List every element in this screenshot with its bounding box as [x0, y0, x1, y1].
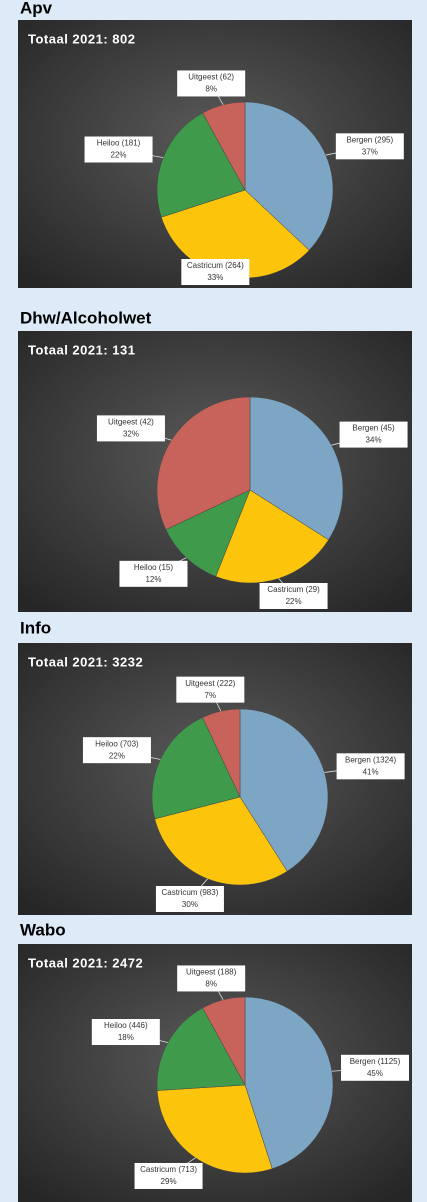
- pie-slice: [202, 708, 241, 798]
- slice-label: Uitgeest (188): [186, 968, 237, 977]
- slice-label: Heiloo (703): [95, 739, 139, 748]
- label-box: [82, 737, 151, 764]
- slice-label: Uitgeest (222): [185, 679, 236, 688]
- slice-label: Castricum (713): [140, 1165, 197, 1174]
- pie-slice: [154, 796, 288, 886]
- slice-label: Heiloo (446): [104, 1021, 148, 1030]
- label-box: [339, 421, 408, 448]
- pie-slice: [215, 489, 329, 584]
- chart-subtitle: Totaal 2021: 3232: [28, 654, 143, 669]
- slice-value-label: 33%: [207, 273, 223, 282]
- label-box: [84, 136, 153, 163]
- label-box: [336, 753, 405, 780]
- slice-value-label: 12%: [145, 575, 161, 584]
- slice-label: Bergen (295): [346, 135, 393, 144]
- slice-value-label: 34%: [366, 436, 382, 445]
- slice-label: Uitgeest (42): [108, 417, 154, 426]
- pie-slice: [244, 996, 334, 1170]
- chart-subtitle: Totaal 2021: 2472: [28, 955, 143, 970]
- slice-label: Uitgeest (62): [188, 73, 234, 82]
- label-box: [176, 676, 245, 703]
- slice-label: Castricum (29): [267, 585, 320, 594]
- slice-value-label: 37%: [362, 147, 378, 156]
- slice-value-label: 8%: [205, 980, 217, 989]
- label-box: [96, 415, 165, 442]
- pie-slice: [239, 708, 329, 872]
- slice-label: Bergen (45): [352, 424, 395, 433]
- pie-slice: [156, 1007, 246, 1091]
- label-box: [177, 965, 246, 992]
- slice-value-label: 32%: [123, 429, 139, 438]
- slice-label: Bergen (1125): [350, 1057, 401, 1066]
- pie-slice: [202, 996, 246, 1086]
- slice-value-label: 7%: [205, 691, 217, 700]
- section-title: Wabo: [20, 920, 66, 939]
- slice-value-label: 29%: [161, 1177, 177, 1186]
- slice-label: Bergen (1324): [345, 755, 396, 764]
- pie-slice: [249, 396, 344, 541]
- slice-label: Heiloo (15): [134, 563, 173, 572]
- section-title: Apv: [20, 0, 53, 17]
- label-box: [119, 560, 188, 587]
- slice-value-label: 41%: [363, 767, 379, 776]
- chart-subtitle: Totaal 2021: 131: [28, 342, 135, 357]
- pie-slice: [156, 396, 251, 530]
- slice-value-label: 30%: [182, 900, 198, 909]
- label-box: [259, 583, 328, 609]
- slice-value-label: 22%: [109, 751, 125, 760]
- pie-slice: [202, 101, 246, 191]
- slice-value-label: 22%: [286, 597, 302, 606]
- label-box: [335, 133, 404, 160]
- section-title: Dhw/Alcoholwet: [20, 308, 152, 327]
- label-box: [181, 259, 250, 285]
- section-title: Info: [20, 618, 51, 637]
- chart-subtitle: Totaal 2021: 802: [28, 31, 135, 46]
- label-box: [155, 886, 224, 912]
- slice-value-label: 45%: [367, 1069, 383, 1078]
- slice-value-label: 22%: [111, 151, 127, 160]
- slice-label: Castricum (983): [161, 888, 218, 897]
- pie-slice: [165, 489, 251, 577]
- label-box: [177, 70, 246, 97]
- slice-label: Castricum (264): [187, 261, 244, 270]
- slice-label: Heiloo (181): [97, 139, 141, 148]
- slice-value-label: 8%: [205, 85, 217, 94]
- pie-slice: [156, 112, 246, 218]
- label-box: [91, 1019, 160, 1046]
- pie-slice: [244, 101, 334, 251]
- label-box: [134, 1162, 203, 1189]
- pie-slice: [156, 1084, 273, 1174]
- label-box: [341, 1054, 409, 1081]
- slice-value-label: 18%: [118, 1033, 134, 1042]
